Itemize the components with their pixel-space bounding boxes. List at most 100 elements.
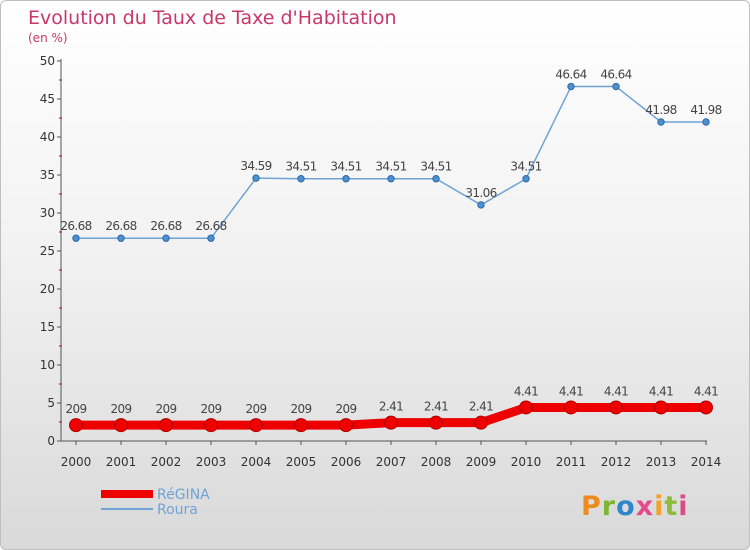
y-tick-label: 0 (47, 434, 55, 448)
data-point (159, 418, 173, 433)
data-point (162, 234, 170, 242)
y-tick-label: 35 (40, 168, 55, 182)
y-tick-label: 15 (40, 320, 55, 334)
data-label: 34.51 (285, 160, 316, 174)
y-tick-label: 30 (40, 206, 55, 220)
x-tick-label: 2001 (106, 455, 137, 469)
data-point (342, 175, 350, 183)
data-label: 2.41 (379, 400, 403, 414)
data-label: 31.06 (465, 186, 496, 200)
data-point (69, 418, 83, 433)
x-tick-label: 2014 (691, 455, 722, 469)
data-label: 41.98 (645, 103, 676, 117)
x-tick-label: 2013 (646, 455, 677, 469)
x-tick-label: 2005 (286, 455, 317, 469)
data-point (522, 175, 530, 183)
data-point (429, 415, 443, 430)
chart-subtitle: (en %) (28, 31, 68, 45)
data-label: 34.51 (420, 160, 451, 174)
logo-letter: r (601, 491, 617, 522)
data-point (297, 175, 305, 183)
y-tick-label: 40 (40, 130, 55, 144)
data-label: 2.41 (469, 400, 493, 414)
x-tick-label: 2004 (241, 455, 272, 469)
data-label: 209 (110, 402, 131, 416)
data-point (252, 174, 260, 182)
logo-letter: P (581, 491, 602, 522)
data-label: 46.64 (555, 68, 586, 82)
data-point (384, 415, 398, 430)
data-label: 209 (290, 402, 311, 416)
logo-letter: i (654, 491, 665, 522)
data-point (117, 234, 125, 242)
x-tick-label: 2010 (511, 455, 542, 469)
data-label: 4.41 (514, 384, 538, 398)
legend-label: Roura (157, 502, 198, 518)
data-point (702, 118, 710, 126)
data-label: 209 (335, 402, 356, 416)
logo-letter: x (635, 491, 655, 522)
data-label: 34.51 (375, 160, 406, 174)
data-label: 26.68 (105, 219, 136, 233)
data-point (294, 418, 308, 433)
legend-label: RéGINA (157, 487, 210, 503)
proxiti-logo: Proxiti (581, 491, 689, 522)
x-tick-label: 2008 (421, 455, 452, 469)
data-point (432, 175, 440, 183)
y-tick-label: 50 (40, 54, 55, 68)
y-tick-label: 5 (47, 396, 55, 410)
data-point (474, 415, 488, 430)
data-point (699, 400, 713, 415)
data-label: 46.64 (600, 68, 631, 82)
data-point (72, 234, 80, 242)
x-tick-label: 2006 (331, 455, 362, 469)
data-label: 41.98 (690, 103, 721, 117)
data-label: 4.41 (559, 384, 583, 398)
data-label: 26.68 (60, 219, 91, 233)
data-point (564, 400, 578, 415)
data-label: 34.51 (330, 160, 361, 174)
data-labels-layer: 209 209 209 209 209 209 209 2.41 2.41 2.41 4.41 4.4… (60, 68, 722, 417)
logo-letter: o (616, 491, 636, 522)
data-label: 34.51 (510, 160, 541, 174)
series-layer (69, 82, 713, 433)
y-tick-label: 45 (40, 92, 55, 106)
axes: 0 5 10 15 20 25 30 35 40 45 50 2000 2001 2002 2003 2004… (40, 54, 722, 469)
logo-letter: i (678, 491, 689, 522)
data-point (207, 234, 215, 242)
data-label: 2.41 (424, 400, 448, 414)
x-tick-label: 2012 (601, 455, 632, 469)
y-tick-label: 20 (40, 282, 55, 296)
data-point (477, 201, 485, 209)
logo-letter: t (664, 491, 679, 522)
data-point (654, 400, 668, 415)
x-tick-label: 2002 (151, 455, 182, 469)
y-tick-label: 10 (40, 358, 55, 372)
data-label: 209 (65, 402, 86, 416)
data-label: 4.41 (649, 384, 673, 398)
data-label: 26.68 (150, 219, 181, 233)
data-label: 209 (245, 402, 266, 416)
data-point (249, 418, 263, 433)
data-point (567, 82, 575, 91)
data-point (204, 418, 218, 433)
data-point (339, 418, 353, 433)
data-point (657, 118, 665, 126)
chart-title: Evolution du Taux de Taxe d'Habitation (28, 7, 397, 29)
data-label: 209 (155, 402, 176, 416)
x-tick-label: 2003 (196, 455, 227, 469)
data-label: 209 (200, 402, 221, 416)
x-tick-label: 2007 (376, 455, 407, 469)
data-point (609, 400, 623, 415)
x-tick-label: 2009 (466, 455, 497, 469)
data-label: 34.59 (240, 159, 271, 173)
x-tick-label: 2011 (556, 455, 587, 469)
data-point (387, 175, 395, 183)
data-point (519, 400, 533, 415)
data-point (114, 418, 128, 433)
data-label: 4.41 (694, 384, 718, 398)
data-label: 26.68 (195, 219, 226, 233)
